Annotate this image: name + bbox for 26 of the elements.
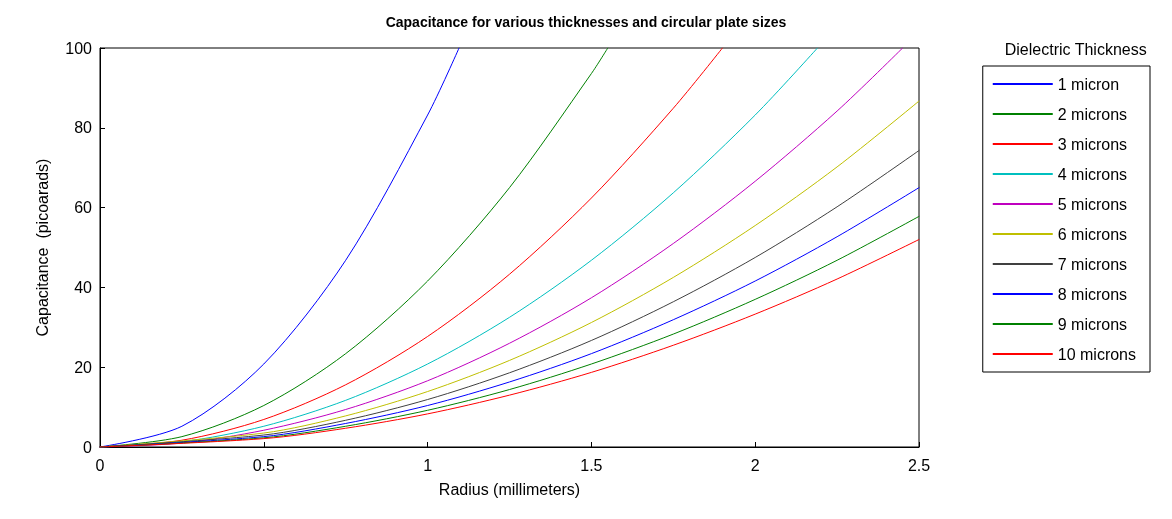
y-tick-label: 0 xyxy=(83,438,93,456)
x-tick-label: 0.5 xyxy=(252,456,276,474)
legend-title: Dielectric Thickness xyxy=(1004,40,1147,58)
x-tick-label: 1.5 xyxy=(580,456,603,474)
y-tick-label: 100 xyxy=(65,39,93,57)
y-tick-label: 60 xyxy=(74,199,93,217)
legend-label: 10 microns xyxy=(1057,345,1136,363)
y-tick-label: 20 xyxy=(74,358,93,376)
legend-label: 2 microns xyxy=(1057,105,1128,123)
legend-label: 3 microns xyxy=(1057,135,1128,153)
x-tick-label: 2 xyxy=(750,456,760,474)
legend-label: 1 micron xyxy=(1057,75,1120,93)
legend-label: 7 microns xyxy=(1057,255,1128,273)
x-tick-label: 0 xyxy=(95,456,105,474)
legend-label: 6 microns xyxy=(1057,225,1128,243)
y-axis-title: Capacitance (picoarads) xyxy=(33,158,51,337)
chart-title: Capacitance for various thicknesses and circular plate sizes xyxy=(385,14,787,30)
legend-label: 9 microns xyxy=(1057,315,1128,333)
legend-label: 5 microns xyxy=(1057,195,1128,213)
x-tick-label: 2.5 xyxy=(907,456,931,474)
x-tick-label: 1 xyxy=(423,456,433,474)
legend-label: 4 microns xyxy=(1057,165,1128,183)
legend-label: 8 microns xyxy=(1057,285,1128,303)
x-axis-title: Radius (millimeters) xyxy=(438,480,581,498)
y-tick-label: 80 xyxy=(74,119,93,137)
y-tick-label: 40 xyxy=(74,278,93,296)
